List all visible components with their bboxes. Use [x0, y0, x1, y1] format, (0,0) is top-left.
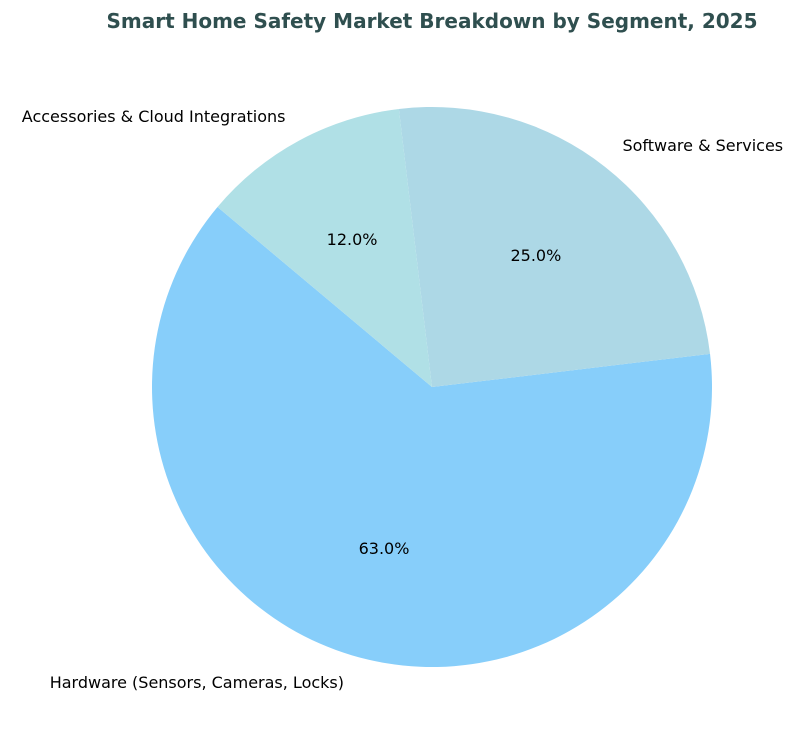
slice-percent-label: 12.0%: [327, 230, 378, 249]
slice-label: Accessories & Cloud Integrations: [22, 107, 286, 126]
slice-label: Hardware (Sensors, Cameras, Locks): [50, 673, 344, 692]
chart-title: Smart Home Safety Market Breakdown by Se…: [106, 9, 757, 33]
pie-slice-2: [217, 108, 432, 387]
pie-slice-0: [152, 207, 712, 667]
slice-percent-label: 63.0%: [359, 539, 410, 558]
slice-label: Software & Services: [622, 136, 783, 155]
slice-percent-label: 25.0%: [510, 246, 561, 265]
pie-slice-1: [398, 107, 711, 387]
